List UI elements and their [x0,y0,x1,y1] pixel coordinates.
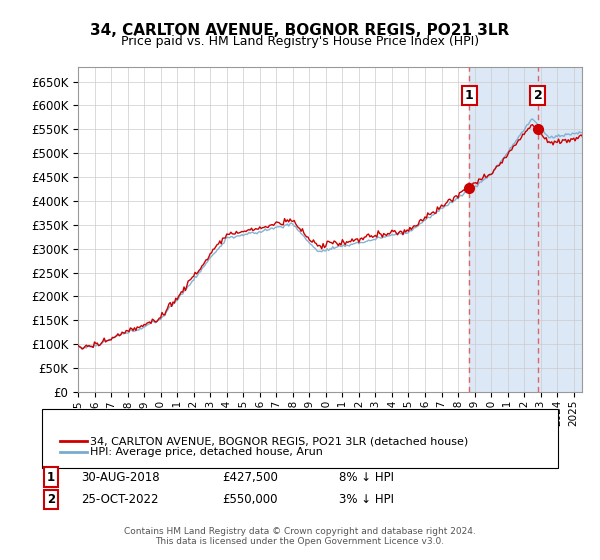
Text: Price paid vs. HM Land Registry's House Price Index (HPI): Price paid vs. HM Land Registry's House … [121,35,479,49]
Text: £550,000: £550,000 [222,493,277,506]
Text: HPI: Average price, detached house, Arun: HPI: Average price, detached house, Arun [90,447,323,457]
Text: 25-OCT-2022: 25-OCT-2022 [81,493,158,506]
Bar [469,67,582,392]
Text: 8% ↓ HPI: 8% ↓ HPI [339,470,394,484]
Text: 3% ↓ HPI: 3% ↓ HPI [339,493,394,506]
Text: Contains HM Land Registry data © Crown copyright and database right 2024.
This d: Contains HM Land Registry data © Crown c… [124,526,476,546]
Text: 34, CARLTON AVENUE, BOGNOR REGIS, PO21 3LR (detached house): 34, CARLTON AVENUE, BOGNOR REGIS, PO21 3… [90,436,468,446]
Bar [469,67,582,392]
Text: 1: 1 [47,470,55,484]
Text: 34, CARLTON AVENUE, BOGNOR REGIS, PO21 3LR: 34, CARLTON AVENUE, BOGNOR REGIS, PO21 3… [91,24,509,38]
Text: 30-AUG-2018: 30-AUG-2018 [81,470,160,484]
Text: 2: 2 [47,493,55,506]
Text: 2: 2 [533,90,542,102]
Text: £427,500: £427,500 [222,470,278,484]
Text: 1: 1 [465,90,473,102]
